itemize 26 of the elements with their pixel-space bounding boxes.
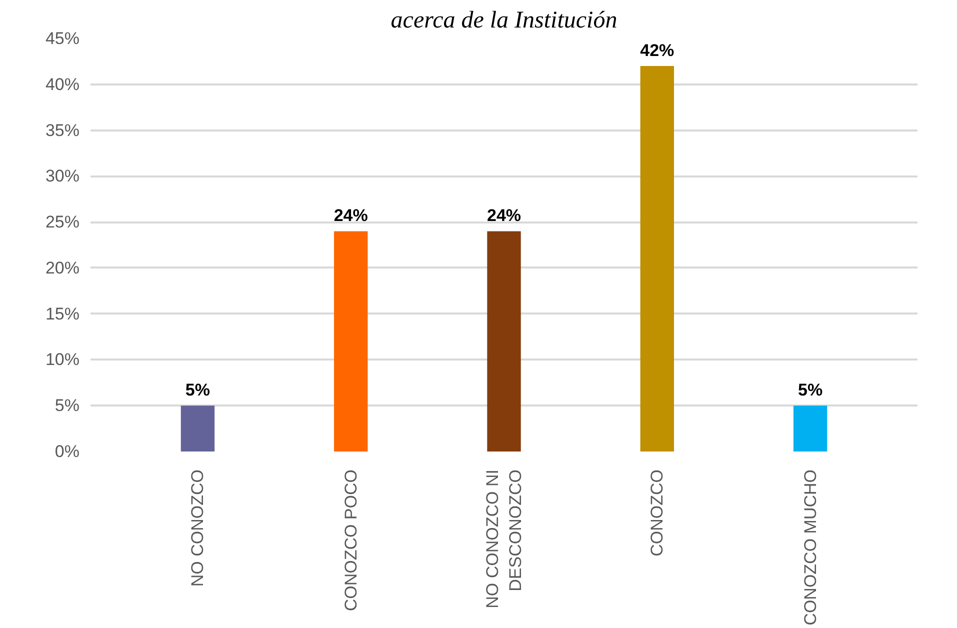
chart-title: acerca de la Institución <box>390 8 618 34</box>
x-tick-label: NO CONOZCO <box>188 470 208 587</box>
y-tick-label: 30% <box>45 166 80 186</box>
y-tick-label: 20% <box>45 258 80 278</box>
x-tick-label: CONOZCO <box>648 469 667 556</box>
y-tick-label: 5% <box>54 396 80 416</box>
x-tick-label: CONOZCO POCO <box>341 470 360 612</box>
bar <box>487 231 521 452</box>
data-label: 24% <box>486 206 522 226</box>
y-tick-label: 45% <box>45 29 80 48</box>
data-label: 5% <box>185 380 210 400</box>
y-tick-label: 10% <box>45 350 80 370</box>
data-label: 5% <box>798 380 823 400</box>
y-tick-label: 35% <box>45 120 80 140</box>
x-tick-label: CONOZCO MUCHO <box>800 469 820 626</box>
y-tick-label: 40% <box>45 74 80 94</box>
y-tick-label: 0% <box>54 442 80 461</box>
bar <box>334 231 368 452</box>
bar <box>180 406 215 452</box>
y-tick-label: 25% <box>45 212 80 232</box>
y-tick-label: 15% <box>45 304 80 324</box>
x-tick-label: NO CONOZCO NI DESCONOZCO <box>483 469 525 608</box>
bar <box>793 406 828 452</box>
data-label: 24% <box>334 206 368 226</box>
bar <box>640 66 674 452</box>
data-label: 42% <box>640 41 674 60</box>
